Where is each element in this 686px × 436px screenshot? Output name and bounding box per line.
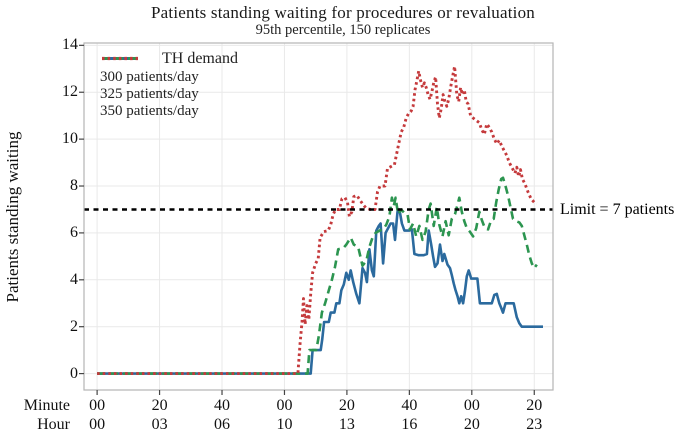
legend-label: 325 patients/day [100, 86, 199, 102]
legend: TH demand 300 patients/day 325 patients/… [100, 50, 238, 120]
y-tick-label: 4 [70, 270, 78, 288]
legend-item-300: 300 patients/day [100, 57, 238, 86]
minute-tick-label: 20 [338, 397, 355, 414]
hour-tick-label: 00 [89, 416, 106, 433]
hour-tick-label: 06 [214, 416, 230, 433]
hour-tick-label: 03 [151, 416, 168, 433]
hour-row-header: Hour [37, 416, 70, 433]
y-tick-label: 6 [70, 223, 78, 241]
legend-title: TH demand [162, 50, 238, 67]
y-tick-label: 8 [70, 177, 78, 195]
minute-tick-label: 40 [401, 397, 418, 414]
minute-tick-label: 20 [526, 397, 543, 414]
hour-tick-label: 10 [276, 416, 293, 433]
hour-tick-label: 16 [401, 416, 418, 433]
y-tick-label: 10 [62, 130, 78, 148]
legend-item-325: 325 patients/day [100, 57, 238, 103]
y-tick-label: 0 [70, 364, 78, 382]
hour-tick-label: 20 [463, 416, 480, 433]
hour-tick-label: 23 [526, 416, 543, 433]
series-line-300 [97, 208, 543, 375]
hour-tick-label: 13 [338, 416, 355, 433]
chart-title: Patients standing waiting for procedures… [151, 3, 535, 22]
minute-tick-label: 00 [276, 397, 293, 414]
panel-border [83, 42, 554, 391]
y-tick-label: 2 [70, 317, 78, 335]
minute-tick-label: 00 [89, 397, 106, 414]
legend-label: 350 patients/day [100, 103, 199, 119]
chart-subtitle: 95th percentile, 150 replicates [255, 22, 431, 38]
minute-tick-label: 20 [151, 397, 168, 414]
y-tick-label: 12 [62, 83, 78, 101]
minute-row-header: Minute [23, 397, 70, 414]
limit-annotation: Limit = 7 patients [560, 201, 675, 218]
minute-tick-label: 40 [214, 397, 230, 414]
legend-item-350: 350 patients/day [100, 56, 238, 120]
minute-tick-label: 00 [463, 397, 480, 414]
dotted-line-key-icon [102, 56, 138, 61]
plot-panel [84, 43, 553, 390]
legend-label: 300 patients/day [100, 69, 199, 85]
y-tick-label: 14 [62, 36, 78, 54]
